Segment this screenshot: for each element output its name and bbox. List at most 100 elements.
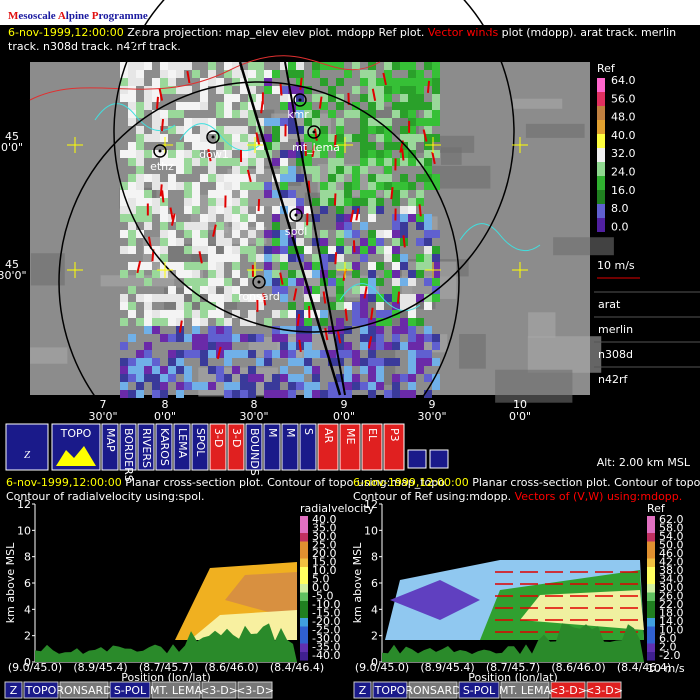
- lon-label: 30'0": [88, 410, 117, 423]
- reflectivity-cell: [376, 366, 384, 374]
- colorbar-label: 18.0: [659, 607, 684, 620]
- toolbar-button[interactable]: [429, 449, 449, 469]
- panel-button[interactable]: [372, 681, 408, 699]
- reflectivity-cell: [320, 102, 328, 110]
- panel-button[interactable]: [237, 681, 273, 699]
- reflectivity-cell: [312, 350, 320, 358]
- wind-vector: [363, 286, 368, 299]
- reflectivity-cell: [176, 110, 184, 118]
- panel-button[interactable]: [59, 681, 109, 699]
- reflectivity-cell: [408, 94, 416, 102]
- reflectivity-cell: [312, 198, 320, 206]
- reflectivity-cell: [200, 302, 208, 310]
- reflectivity-cell: [352, 270, 360, 278]
- toolbar-button[interactable]: [361, 423, 383, 471]
- toolbar-button[interactable]: [383, 423, 405, 471]
- reflectivity-cell: [136, 206, 144, 214]
- reflectivity-cell: [400, 342, 408, 350]
- reflectivity-cell: [256, 254, 264, 262]
- reflectivity-cell: [360, 158, 368, 166]
- reflectivity-cell: [304, 366, 312, 374]
- reflectivity-cell: [184, 198, 192, 206]
- reflectivity-cell: [344, 190, 352, 198]
- wind-vector: [161, 190, 165, 203]
- panel-button[interactable]: [550, 681, 586, 699]
- reflectivity-cell: [120, 342, 128, 350]
- panel-button[interactable]: [458, 681, 500, 699]
- reflectivity-cell: [152, 198, 160, 206]
- reflectivity-cell: [376, 262, 384, 270]
- toolbar-button[interactable]: [299, 423, 317, 471]
- reflectivity-cell: [368, 342, 376, 350]
- reflectivity-cell: [392, 86, 400, 94]
- info-segment: Planar cross-section plot. Contour of to…: [122, 476, 449, 489]
- reflectivity-cell: [376, 358, 384, 366]
- reflectivity-cell: [376, 134, 384, 142]
- toolbar-button[interactable]: [191, 423, 209, 471]
- reflectivity-cell: [384, 270, 392, 278]
- panel-button[interactable]: [109, 681, 151, 699]
- reflectivity-cell: [328, 302, 336, 310]
- toolbar-button[interactable]: [173, 423, 191, 471]
- toolbar-button[interactable]: [317, 423, 339, 471]
- reflectivity-cell: [424, 174, 432, 182]
- colorbar-label: 48.0: [611, 111, 636, 124]
- reflectivity-cell: [408, 294, 416, 302]
- reflectivity-cell: [184, 62, 192, 70]
- reflectivity-cell: [432, 134, 440, 142]
- toolbar-button[interactable]: [209, 423, 227, 471]
- toolbar-button[interactable]: [245, 423, 263, 471]
- reflectivity-cell: [320, 126, 328, 134]
- reflectivity-cell: [216, 254, 224, 262]
- info-line: Contour of Ref using:mdopp. Vectors of (…: [353, 490, 682, 503]
- reflectivity-cell: [216, 278, 224, 286]
- reflectivity-cell: [240, 382, 248, 390]
- reflectivity-cell: [160, 270, 168, 278]
- reflectivity-cell: [408, 350, 416, 358]
- reflectivity-cell: [416, 78, 424, 86]
- reflectivity-cell: [368, 374, 376, 382]
- reflectivity-cell: [184, 166, 192, 174]
- reflectivity-cell: [160, 374, 168, 382]
- panel-button[interactable]: [586, 681, 622, 699]
- reflectivity-cell: [192, 70, 200, 78]
- river: [94, 103, 176, 132]
- reflectivity-cell: [160, 230, 168, 238]
- reflectivity-cell: [152, 366, 160, 374]
- toolbar-button[interactable]: [407, 449, 427, 469]
- reflectivity-cell: [424, 334, 432, 342]
- station-label: mt_lema: [292, 141, 340, 154]
- panel-button-label: MT. LEMA: [499, 684, 551, 697]
- toolbar-button[interactable]: [155, 423, 173, 471]
- reflectivity-cell: [120, 270, 128, 278]
- reflectivity-cell: [360, 238, 368, 246]
- toolbar-button[interactable]: [101, 423, 119, 471]
- panel-button[interactable]: [408, 681, 458, 699]
- toolbar-button[interactable]: [137, 423, 155, 471]
- toolbar-button[interactable]: [119, 423, 137, 471]
- panel-button[interactable]: [4, 681, 23, 699]
- reflectivity-cell: [216, 222, 224, 230]
- reflectivity-cell: [344, 134, 352, 142]
- reflectivity-cell: [136, 270, 144, 278]
- toolbar-button[interactable]: [281, 423, 299, 471]
- reflectivity-cell: [224, 134, 232, 142]
- panel-button[interactable]: [151, 681, 201, 699]
- reflectivity-cell: [224, 382, 232, 390]
- reflectivity-cell: [256, 102, 264, 110]
- reflectivity-cell: [384, 318, 392, 326]
- reflectivity-cell: [280, 174, 288, 182]
- z-button[interactable]: [5, 423, 49, 471]
- toolbar-button[interactable]: [339, 423, 361, 471]
- colorbar-swatch: [300, 575, 308, 584]
- toolbar-button[interactable]: [227, 423, 245, 471]
- reflectivity-cell: [424, 350, 432, 358]
- panel-button[interactable]: [500, 681, 550, 699]
- panel-button[interactable]: [23, 681, 59, 699]
- toolbar-button[interactable]: [263, 423, 281, 471]
- reflectivity-cell: [288, 118, 296, 126]
- panel-button[interactable]: [201, 681, 237, 699]
- panel-button[interactable]: [353, 681, 372, 699]
- track-label: arat: [598, 298, 621, 311]
- lat-label: 0'0": [1, 141, 23, 154]
